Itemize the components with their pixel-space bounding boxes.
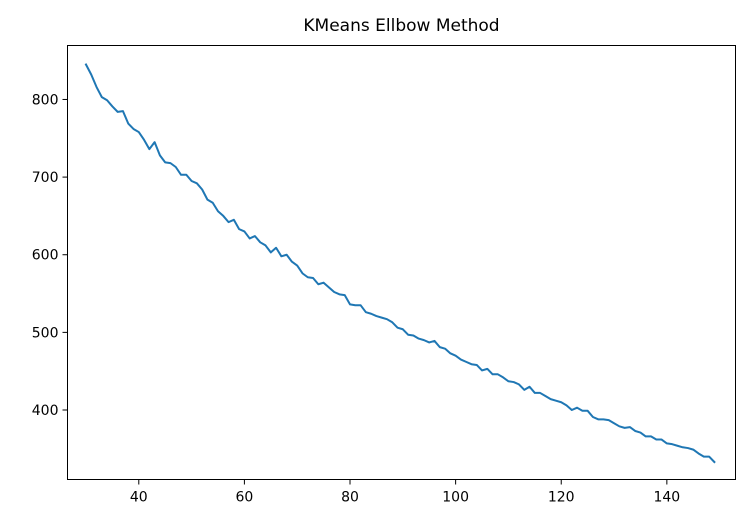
x-tick-label: 80	[341, 490, 359, 506]
x-tick-label: 120	[548, 490, 575, 506]
y-axis: 400 500 600 700 800	[32, 92, 68, 419]
y-tick-label: 700	[32, 170, 59, 186]
x-tick-label: 60	[235, 490, 253, 506]
x-tick-label: 100	[442, 490, 469, 506]
series-line	[84, 63, 716, 464]
plot-frame	[67, 45, 736, 480]
y-tick-label: 600	[32, 248, 59, 264]
y-tick-label: 500	[32, 325, 59, 341]
x-axis: 40 60 80 100 120 140	[130, 479, 680, 506]
chart-title: KMeans Ellbow Method	[303, 16, 499, 36]
y-tick-label: 800	[32, 92, 59, 108]
x-tick-label: 40	[130, 490, 148, 506]
x-tick-label: 140	[653, 490, 680, 506]
y-tick-label: 400	[32, 403, 59, 419]
series-layer	[84, 63, 716, 464]
